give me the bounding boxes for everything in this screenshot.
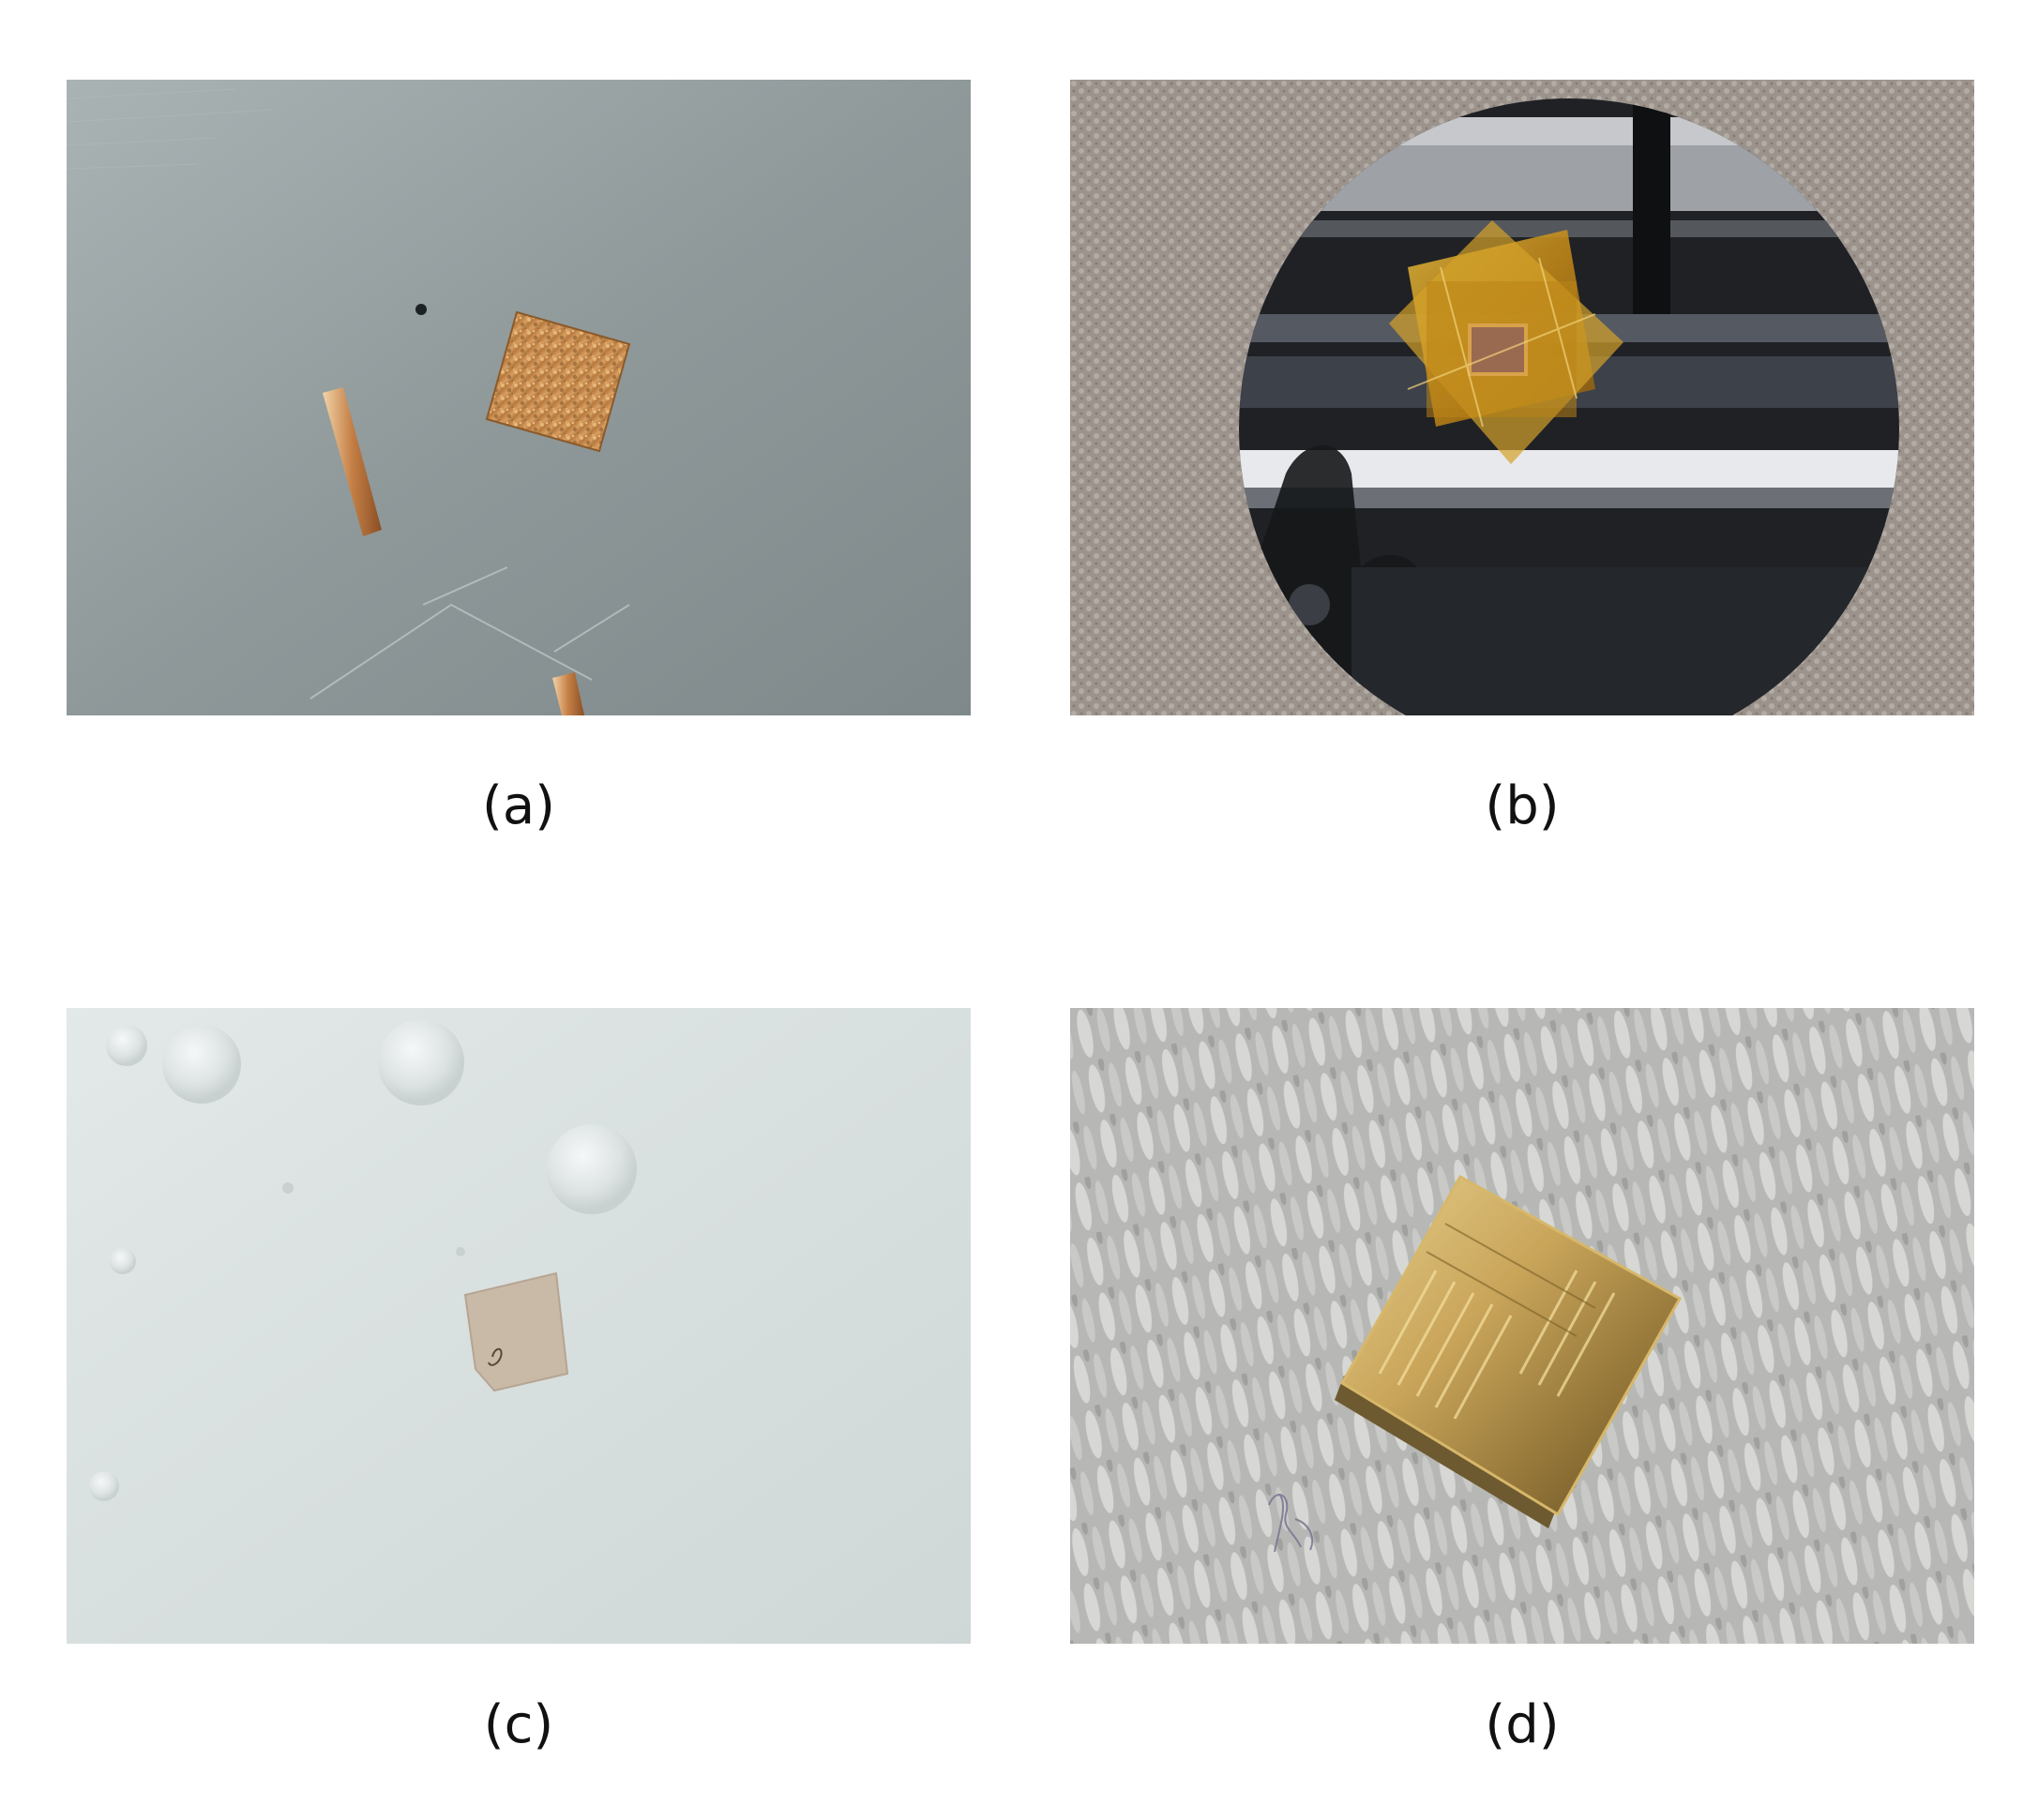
photo-panel-a (67, 80, 971, 715)
panel-caption-d: (d) (1485, 1694, 1560, 1755)
panel-caption-c: (c) (483, 1694, 554, 1755)
panel-caption-a: (a) (481, 775, 555, 836)
photo-flake-on-water (67, 1008, 971, 1644)
photo-panel-c (67, 1008, 971, 1644)
panel-caption-b: (b) (1485, 775, 1560, 836)
photo-gold-chip-on-wipe (1070, 1008, 1974, 1644)
photo-sample-on-wafer (1070, 80, 1974, 715)
photo-panel-b (1070, 80, 1974, 715)
photo-copper-foil-on-metal-plate (67, 80, 971, 715)
photo-panel-d (1070, 1008, 1974, 1644)
